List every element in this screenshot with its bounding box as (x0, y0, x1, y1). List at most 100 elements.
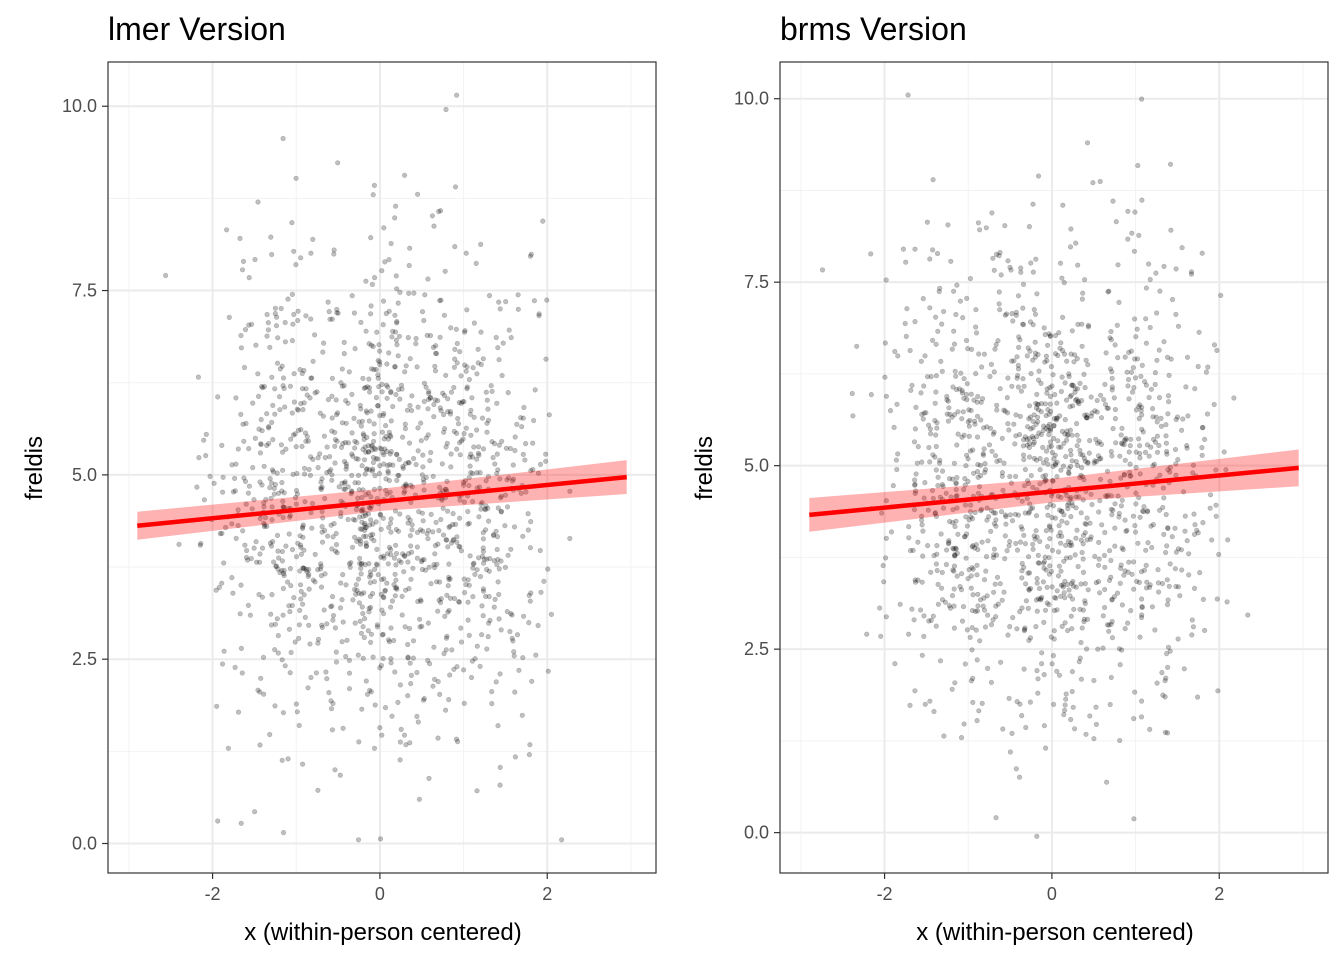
data-point (454, 664, 460, 670)
data-point (1112, 525, 1118, 531)
data-point (965, 456, 971, 462)
data-point (888, 529, 895, 535)
data-point (330, 617, 336, 623)
data-point (409, 527, 415, 533)
data-point (1003, 514, 1009, 520)
data-point (325, 299, 331, 305)
data-point (1166, 583, 1172, 589)
data-point (507, 445, 514, 452)
data-point (994, 574, 1001, 580)
data-point (1078, 537, 1084, 543)
data-point (478, 329, 484, 335)
data-point (251, 497, 257, 503)
data-point (953, 480, 959, 486)
data-point (394, 452, 400, 458)
data-point (1074, 463, 1081, 469)
data-point (1068, 513, 1074, 520)
data-point (1035, 690, 1041, 696)
data-point (1028, 506, 1034, 512)
data-point (477, 484, 483, 490)
data-point (511, 653, 517, 659)
data-point (1050, 503, 1056, 509)
data-point (271, 559, 277, 565)
data-point (937, 457, 943, 464)
data-point (478, 361, 484, 368)
data-point (1025, 554, 1032, 560)
data-point (1033, 623, 1039, 630)
data-point (982, 469, 988, 476)
data-point (850, 413, 856, 419)
panel-title: lmer Version (108, 11, 286, 47)
data-point (1019, 575, 1025, 581)
data-point (544, 297, 550, 303)
data-point (219, 661, 226, 667)
data-point (1196, 329, 1202, 335)
data-point (258, 441, 264, 447)
data-point (1026, 586, 1032, 592)
data-point (1035, 173, 1042, 179)
data-point (1067, 394, 1073, 400)
data-point (918, 358, 924, 364)
data-point (967, 417, 973, 424)
data-point (1078, 639, 1084, 646)
data-point (1003, 311, 1010, 317)
data-point (1172, 446, 1179, 453)
data-point (297, 533, 303, 539)
data-point (1046, 523, 1053, 529)
data-point (1061, 351, 1068, 357)
data-point (384, 395, 390, 401)
data-point (447, 411, 454, 417)
data-point (978, 506, 985, 513)
data-point (965, 419, 971, 425)
data-point (416, 796, 423, 802)
data-point (1016, 774, 1023, 780)
data-point (1012, 511, 1019, 517)
data-point (974, 657, 980, 663)
data-point (1163, 675, 1169, 681)
data-point (1005, 375, 1011, 381)
data-point (366, 605, 372, 612)
data-point (892, 661, 898, 667)
data-point (1118, 475, 1124, 481)
data-point (887, 408, 894, 414)
data-point (1059, 533, 1065, 539)
data-point (932, 510, 938, 517)
data-point (1138, 569, 1145, 575)
data-point (520, 533, 526, 539)
scatter-points (163, 92, 573, 843)
data-point (1093, 436, 1099, 443)
data-point (1027, 348, 1033, 354)
data-point (976, 227, 983, 233)
data-point (439, 461, 445, 467)
data-point (226, 314, 232, 321)
data-point (444, 592, 450, 598)
data-point (929, 337, 936, 344)
data-point (362, 520, 368, 527)
data-point (353, 582, 359, 588)
data-point (1107, 478, 1113, 485)
data-point (1074, 432, 1080, 438)
data-point (1074, 527, 1080, 533)
data-point (1068, 540, 1074, 546)
data-point (1106, 622, 1112, 628)
data-point (1163, 440, 1169, 446)
data-point (1146, 394, 1152, 401)
data-point (444, 440, 450, 446)
data-point (298, 588, 304, 595)
data-point (1082, 458, 1088, 464)
data-point (354, 440, 360, 446)
data-point (280, 449, 286, 455)
data-point (296, 622, 303, 628)
data-point (1112, 406, 1118, 413)
data-point (421, 695, 427, 702)
data-point (253, 559, 260, 565)
data-point (1132, 356, 1138, 362)
data-point (963, 452, 970, 458)
data-point (1160, 692, 1166, 698)
data-point (1045, 423, 1051, 430)
data-point (1049, 514, 1055, 521)
data-point (272, 411, 278, 417)
data-point (971, 418, 978, 424)
data-point (1075, 262, 1081, 268)
data-point (505, 552, 511, 558)
